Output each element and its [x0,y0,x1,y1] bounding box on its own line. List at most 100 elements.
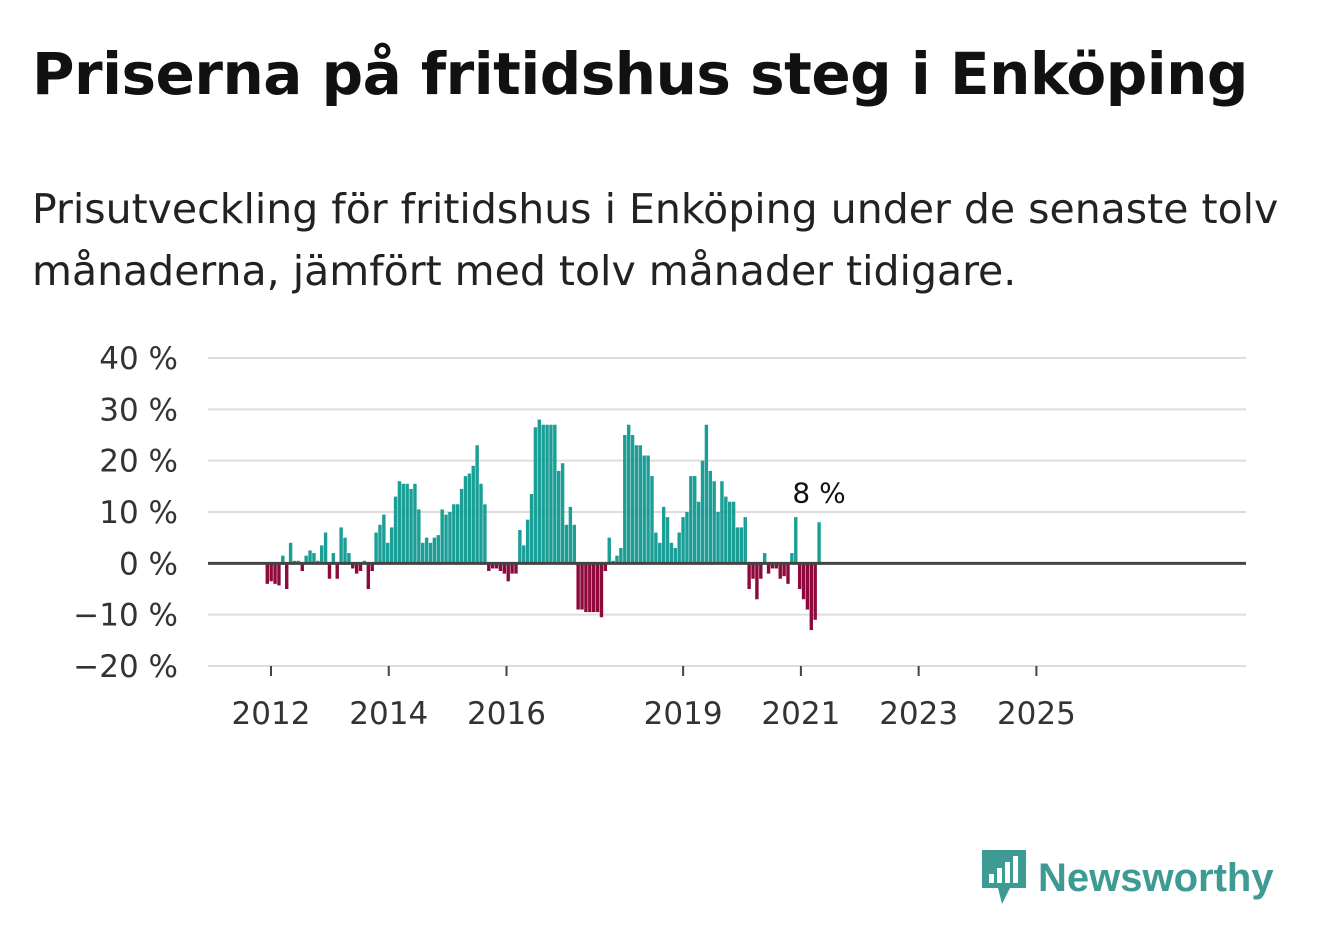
bar [405,483,409,564]
bar [354,563,359,574]
bar [541,424,545,564]
bar [677,532,681,564]
bar [382,514,386,564]
bar [728,501,732,564]
bar [471,465,475,564]
bar [467,473,472,564]
bar [525,519,530,564]
bar [417,509,421,564]
bar [374,532,378,564]
bar [735,527,740,564]
bar [436,535,440,564]
bar [490,563,495,569]
bar [743,517,747,564]
bar [615,555,619,564]
bar [389,527,394,564]
bar [685,512,689,564]
bar [619,547,623,564]
bar [755,563,759,600]
bar [498,563,503,572]
bar [378,524,382,564]
bar [801,563,806,600]
bar [444,514,448,564]
x-tick-label: 2012 [232,696,311,732]
bar [366,563,371,589]
bar [739,527,744,564]
bar [580,563,584,610]
bar [700,460,705,564]
bar [661,506,666,564]
x-tick-label: 2016 [467,696,546,732]
bar [599,563,604,618]
y-tick-label: −10 % [73,598,178,634]
bar [522,545,526,564]
bar [782,563,786,577]
bar [269,563,273,582]
bar [483,504,487,564]
bar [537,419,541,564]
bar [549,424,553,564]
bar [487,563,491,572]
bar [790,553,794,564]
chart-subtitle: Prisutveckling för fritidshus i Enköping… [32,185,1279,295]
bar [646,455,650,564]
bar [751,563,755,579]
bar [696,501,701,564]
bar [681,517,685,564]
bar [650,476,654,564]
bar [809,563,814,631]
bar [630,435,635,564]
bar [588,563,592,613]
bar [626,424,631,564]
bar-chart: 40 % 30 % 20 % 10 % 0 % −10 % −20 % 2012 2014 201… [73,341,1246,732]
bar [607,537,611,564]
bar [312,553,316,564]
bar [712,481,716,564]
chart-title: Priserna på fritidshus steg i Enköping [32,40,1248,108]
bar [786,563,790,584]
bar [455,504,460,564]
bar [805,563,810,610]
bar [654,532,658,564]
bar [343,537,347,564]
bar [759,563,763,579]
bar [762,553,767,564]
bar [669,542,674,564]
x-tick-label: 2023 [879,696,958,732]
bar [424,537,429,564]
bar [479,483,483,564]
bar [665,517,670,564]
y-tick-label: 40 % [99,341,178,377]
bar [370,563,374,572]
bar [658,542,662,564]
bar [529,494,534,564]
bar [638,445,643,564]
bar [778,563,782,579]
bar [440,509,444,564]
bar [568,506,573,564]
bar [595,563,600,613]
bar [323,532,328,564]
bar [386,542,390,564]
bar [285,563,289,589]
bar [397,481,402,564]
bar [281,555,285,564]
bar [265,563,269,584]
bar [506,563,510,582]
bar [463,476,468,564]
x-tick-label: 2025 [997,696,1076,732]
bar [327,563,332,579]
bar [335,563,339,579]
bar [331,553,336,564]
bar [288,542,293,564]
y-tick-label: 20 % [99,444,178,480]
bar [459,488,464,564]
bar [731,501,736,564]
bar [716,512,720,564]
x-tick-label: 2021 [761,696,840,732]
bar [347,553,351,564]
bar [724,496,728,564]
newsworthy-logo: Newsworthy [980,848,1274,908]
bar [475,445,479,564]
bar [300,563,304,572]
